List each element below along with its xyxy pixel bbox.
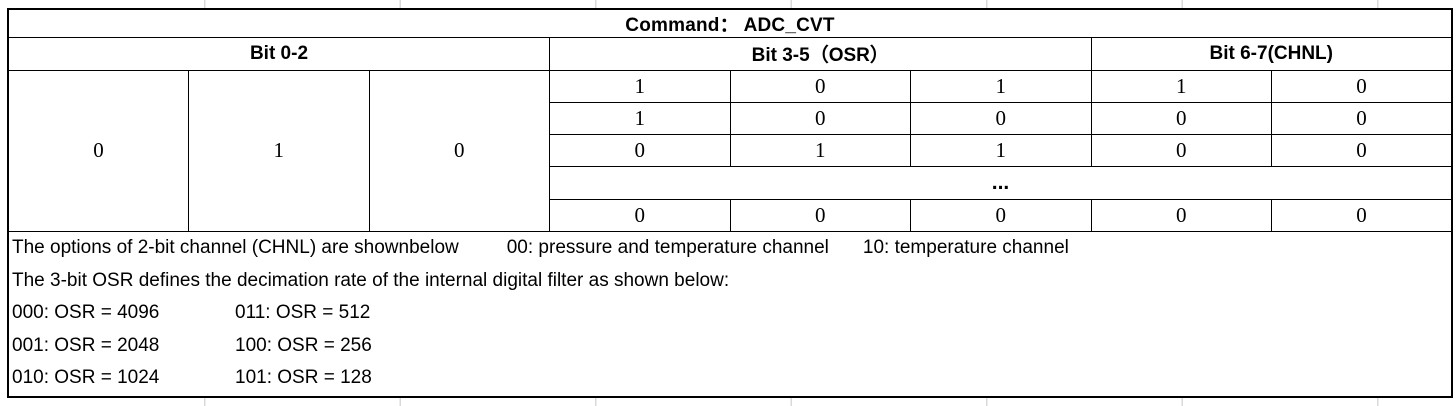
bit-cell: 0 [729,101,911,136]
bit-value-row: 0 0 0 0 0 [8,198,1453,232]
bit-cell: 0 [1271,69,1453,103]
bit-cell: 0 [910,101,1092,136]
header-bit-3-5-osr: Bit 3-5（OSR） [549,37,1092,71]
bit-cell: 1 [910,69,1092,103]
bit-cell: 0 [910,198,1092,232]
notes-row: The options of 2-bit channel (CHNL) are … [7,230,1453,398]
bit-cell: 1 [549,101,731,136]
osr-code: 001: OSR = 2048 [12,334,160,356]
bit-cell: 1 [910,134,1092,168]
osr-intro-line: The 3-bit OSR defines the decimation rat… [12,269,730,291]
fixed-bit-cell: 0 [7,69,189,232]
bit-cell: 0 [1090,101,1272,136]
bit-cell: 0 [1271,198,1453,232]
chnl-options-line: The options of 2-bit channel (CHNL) are … [9,232,1451,264]
notes-section: The options of 2-bit channel (CHNL) are … [7,230,1453,398]
header-bit-6-7-chnl: Bit 6-7(CHNL) [1090,37,1453,71]
bit-value-row: 0 1 0 1 0 1 1 0 [7,69,1453,232]
bit-cell: 0 [549,198,731,232]
osr-code: 010: OSR = 1024 [12,367,160,389]
command-title: Command： ADC_CVT [7,8,1453,39]
header-bit-0-2: Bit 0-2 [7,37,550,71]
adc-cvt-command-table: Command： ADC_CVT Bit 0-2 Bit 3-5（OSR） Bi… [7,8,1453,398]
bit-cell: 0 [729,69,911,103]
osr-code: 100: OSR = 256 [235,334,372,356]
bit-cell: 0 [549,134,731,168]
fixed-bit-cell: 0 [368,69,550,232]
bit-cell: 0 [1271,134,1453,168]
bit-cell: 0 [1271,101,1453,136]
osr-code-line: 000: OSR = 4096 011: OSR = 512 [9,297,1451,330]
bit-cell: 1 [729,134,911,168]
chnl-intro-text: The options of 2-bit channel (CHNL) are … [12,237,459,259]
bit-group-header-row: Bit 0-2 Bit 3-5（OSR） Bit 6-7(CHNL) [7,37,1453,71]
chnl-option-00: 00: pressure and temperature channel [506,237,829,259]
osr-code-line: 001: OSR = 2048 100: OSR = 256 [9,329,1451,362]
bit-value-row: 1 0 0 0 0 [8,101,1453,136]
ellipsis-cell: ... [549,166,1453,200]
fixed-bit-cell: 1 [188,69,370,232]
osr-code: 000: OSR = 4096 [12,302,160,324]
bit-cell: 0 [1090,134,1272,168]
bit-cell: 1 [549,69,731,103]
table-title-row: Command： ADC_CVT [7,8,1453,39]
bit-cell: 0 [1090,198,1272,232]
osr-code-line: 010: OSR = 1024 101: OSR = 128 [9,362,1451,395]
osr-code: 101: OSR = 128 [235,367,372,389]
bit-cell: 1 [1090,69,1272,103]
osr-code: 011: OSR = 512 [235,302,371,324]
chnl-option-10: 10: temperature channel [862,237,1069,259]
bit-value-row: 0 1 1 0 0 [8,134,1453,168]
bit-cell: 0 [729,198,911,232]
